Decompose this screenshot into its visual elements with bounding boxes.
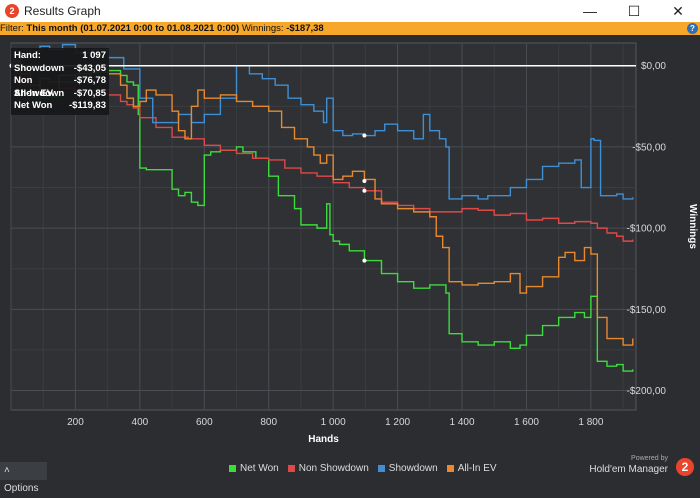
x-tick-label: 600 <box>196 417 213 428</box>
y-axis-title: Winnings <box>687 204 698 249</box>
series-line <box>11 60 634 372</box>
filter-winnings-value: -$187,38 <box>286 23 324 34</box>
legend-label: Non Showdown <box>298 463 369 474</box>
hover-marker <box>362 133 367 138</box>
filter-winnings-label: Winnings: <box>241 23 284 34</box>
legend-swatch <box>446 465 454 472</box>
filter-range: This month (01.07.2021 0:00 to 01.08.202… <box>26 23 240 34</box>
tooltip-value: -$119,83 <box>69 100 106 111</box>
legend-item[interactable]: Showdown <box>377 463 438 474</box>
info-icon[interactable]: ? <box>687 23 698 34</box>
legend-swatch <box>377 465 385 472</box>
x-tick-label: 800 <box>260 417 277 428</box>
tooltip-value: 1 097 <box>82 50 106 61</box>
x-tick-label: 400 <box>132 417 149 428</box>
results-chart[interactable]: 200 400 600 800 1 000 1 200 1 400 1 600 1 800 $0,… <box>0 35 700 457</box>
tooltip-label: Showdown <box>14 62 65 74</box>
tooltip-label: Net Won <box>14 100 53 111</box>
tooltip-value: -$76,78 <box>73 75 106 86</box>
chart-legend: Net Won Non Showdown Showdown All-In EV <box>229 463 497 474</box>
y-tick-label: -$50,00 <box>632 142 666 153</box>
legend-item[interactable]: All-In EV <box>446 463 497 474</box>
x-tick-label: 1 600 <box>514 417 539 428</box>
powered-by-text: Powered by <box>631 455 668 462</box>
tooltip-label: Hand: <box>14 50 41 61</box>
tooltip-row: Hand: 1 097 <box>14 50 106 63</box>
series-line <box>11 43 634 200</box>
x-tick-label: 1 200 <box>385 417 410 428</box>
legend-item[interactable]: Net Won <box>229 463 279 474</box>
legend-label: Net Won <box>240 463 279 474</box>
y-tick-label: -$150,00 <box>627 305 667 316</box>
hover-marker <box>362 179 367 184</box>
y-tick-label: -$100,00 <box>627 224 667 235</box>
brand-name: Hold'em Manager <box>589 464 668 475</box>
tooltip-value: -$70,85 <box>73 87 106 99</box>
tooltip-label: Non Showdown <box>14 75 65 99</box>
plot-area <box>10 42 637 411</box>
results-chart-svg[interactable]: 200 400 600 800 1 000 1 200 1 400 1 600 1 800 $0,… <box>0 35 700 457</box>
maximize-button[interactable]: ☐ <box>627 2 641 19</box>
tooltip-value: -$43,05 <box>73 62 106 74</box>
series-line <box>11 60 634 346</box>
tooltip-row: All-In EV -$70,85 <box>14 88 106 101</box>
x-axis-title: Hands <box>308 434 339 445</box>
tooltip-row: Showdown -$43,05 <box>14 63 106 76</box>
legend-swatch <box>287 465 295 472</box>
window-titlebar: 2 Results Graph — ☐ ✕ <box>0 0 700 22</box>
hover-tooltip: Hand: 1 097 Showdown -$43,05 Non Showdown -$7… <box>11 48 109 115</box>
minimize-button[interactable]: — <box>583 3 597 19</box>
hover-marker <box>362 188 367 193</box>
legend-item[interactable]: Non Showdown <box>287 463 369 474</box>
hover-marker <box>362 258 367 263</box>
bottom-bar: ˄ Options Net Won Non Showdown Showdown All… <box>0 455 700 494</box>
legend-swatch <box>229 465 236 472</box>
options-label: Options <box>4 483 39 494</box>
x-tick-label: 1 800 <box>578 417 603 428</box>
filter-bar[interactable]: Filter: This month (01.07.2021 0:00 to 0… <box>0 22 700 35</box>
tooltip-row: Net Won -$119,83 <box>14 100 106 113</box>
x-tick-label: 1 000 <box>321 417 346 428</box>
y-tick-label: $0,00 <box>641 61 666 72</box>
x-tick-label: 200 <box>67 417 84 428</box>
close-button[interactable]: ✕ <box>672 2 684 19</box>
y-tick-label: -$200,00 <box>627 386 667 397</box>
hem-logo-icon: 2 <box>676 458 694 476</box>
window-title: Results Graph <box>24 4 101 18</box>
app-logo-icon: 2 <box>5 4 19 18</box>
options-button[interactable]: ˄ Options <box>0 462 47 494</box>
tooltip-label: All-In EV <box>14 87 54 99</box>
x-tick-label: 1 400 <box>450 417 475 428</box>
caret-up-icon: ˄ <box>4 465 10 476</box>
legend-label: Showdown <box>388 463 438 474</box>
legend-label: All-In EV <box>457 463 497 474</box>
brand-block: Powered by Hold'em Manager 2 <box>589 455 694 479</box>
filter-prefix: Filter: <box>0 23 27 34</box>
tooltip-row: Non Showdown -$76,78 <box>14 75 106 99</box>
